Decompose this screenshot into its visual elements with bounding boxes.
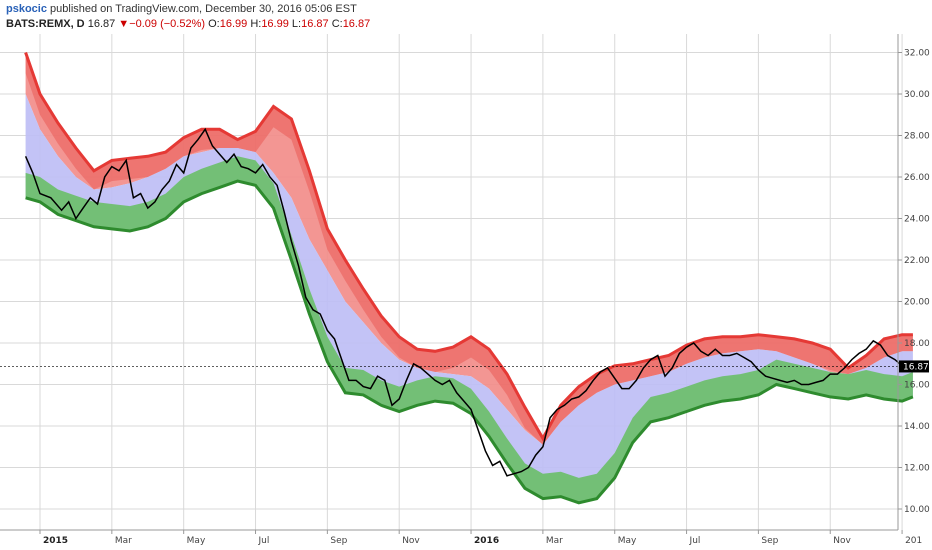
x-tick-label: Jul xyxy=(689,536,701,546)
last-price: 16.87 xyxy=(87,18,116,30)
symbol-label[interactable]: BATS:REMX, D xyxy=(6,18,85,30)
last-price-label: 16.87 xyxy=(899,360,929,373)
low-value: 16.87 xyxy=(301,18,329,30)
price-line xyxy=(24,127,908,477)
x-tick-label: Nov xyxy=(402,536,420,546)
x-tick-label: 201 xyxy=(905,536,922,546)
lower-band-line xyxy=(25,179,914,505)
down-arrow-icon: ▼ xyxy=(118,18,130,30)
last-price-badge xyxy=(899,360,929,373)
open-value: 16.99 xyxy=(219,18,248,30)
time-axis[interactable]: 2015 Mar May Jul Sep Nov 2016 Mar May Jul Sep Nov 20… xyxy=(39,530,922,546)
last-price-value: 16.87 xyxy=(903,362,929,372)
chart-grid xyxy=(0,34,903,530)
publish-line: pskocic published on TradingView.com, De… xyxy=(6,3,357,15)
author-name[interactable]: pskocic xyxy=(6,3,47,15)
high-label: H: xyxy=(250,18,262,30)
y-tick-label: 28.00 xyxy=(904,132,930,142)
y-tick-label: 14.00 xyxy=(904,422,930,432)
open-label: O: xyxy=(208,18,220,30)
upper-band-line xyxy=(24,52,913,442)
upper-band-fill xyxy=(25,52,913,445)
y-tick-label: 20.00 xyxy=(904,298,930,308)
x-tick-label: Mar xyxy=(115,536,132,546)
close-label: C: xyxy=(331,18,343,30)
upper-band-shade xyxy=(25,52,913,445)
y-tick-label: 30.00 xyxy=(904,90,930,100)
lower-band-fill xyxy=(25,156,913,503)
y-tick-label: 32.00 xyxy=(904,49,930,59)
x-tick-label: Nov xyxy=(833,536,851,546)
high-value: 16.99 xyxy=(261,18,289,30)
y-tick-label: 26.00 xyxy=(904,173,930,183)
y-tick-label: 24.00 xyxy=(904,215,930,225)
y-tick-label: 22.00 xyxy=(904,256,930,266)
y-tick-label: 12.00 xyxy=(904,464,930,474)
x-tick-label: Mar xyxy=(546,536,563,546)
x-tick-label: Jul xyxy=(258,536,270,546)
published-text: published on TradingView.com, December 3… xyxy=(50,3,357,15)
close-value: 16.87 xyxy=(342,18,371,30)
y-tick-label: 16.00 xyxy=(904,381,930,391)
x-tick-label: 2015 xyxy=(43,536,68,546)
price-axis[interactable]: 10.00 12.00 14.00 16.00 18.00 20.00 22.00 24.00… xyxy=(898,49,930,516)
x-tick-label: Sep xyxy=(330,536,347,546)
x-tick-label: Sep xyxy=(761,536,778,546)
price-change: −0.09 (−0.52%) xyxy=(129,18,206,30)
y-tick-label: 18.00 xyxy=(904,339,930,349)
symbol-legend: BATS:REMX, D 16.87 ▼−0.09 (−0.52%) O:16.… xyxy=(6,18,370,30)
y-tick-label: 10.00 xyxy=(904,505,930,515)
x-tick-label: May xyxy=(187,536,206,546)
x-tick-label: May xyxy=(618,536,637,546)
low-label: L: xyxy=(291,18,302,30)
x-tick-label: 2016 xyxy=(474,536,499,546)
